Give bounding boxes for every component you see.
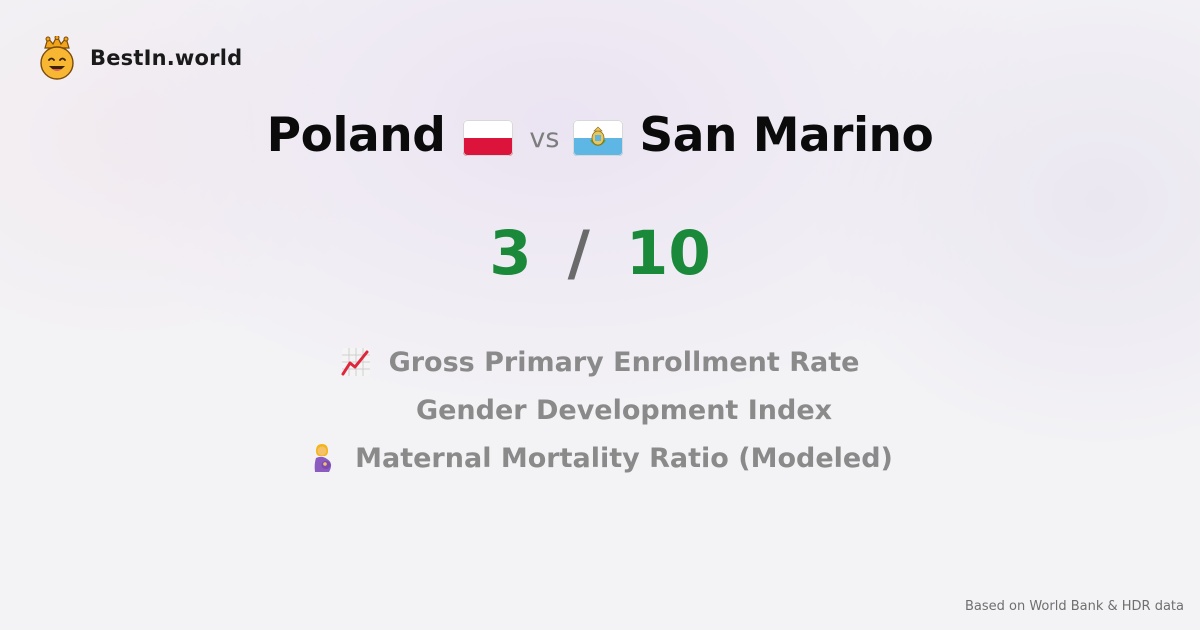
san-marino-flag-icon: [573, 119, 624, 156]
chart-increasing-icon: [341, 348, 370, 376]
list-item[interactable]: Maternal Mortality Ratio (Modeled): [0, 434, 1200, 482]
score-separator: /: [567, 218, 590, 289]
metric-label: Maternal Mortality Ratio (Modeled): [355, 442, 893, 474]
brand-name: BestIn.world: [90, 46, 243, 70]
brand-logo[interactable]: BestIn.world: [38, 36, 242, 80]
country-b-name: San Marino: [639, 108, 934, 163]
data-source-note: Based on World Bank & HDR data: [964, 599, 1184, 614]
country-a-name: Poland: [266, 108, 446, 163]
comparison-title: Poland vs San Marino: [0, 108, 1200, 163]
pregnant-woman-icon: [314, 444, 332, 472]
metrics-list: Gross Primary Enrollment Rate Gender Dev…: [0, 338, 1200, 482]
crowned-smiley-icon: [40, 36, 74, 80]
poland-flag-icon: [463, 119, 514, 156]
score-row: 3 / 10: [0, 218, 1200, 289]
metric-label: Gender Development Index: [415, 394, 833, 426]
list-item[interactable]: Gross Primary Enrollment Rate: [0, 338, 1200, 386]
country-b-score: 10: [625, 218, 711, 289]
list-item[interactable]: Gender Development Index: [0, 386, 1200, 434]
metric-icon-placeholder: [368, 395, 398, 425]
vs-label: vs: [529, 123, 560, 154]
metric-label: Gross Primary Enrollment Rate: [388, 346, 860, 378]
country-a-score: 3: [489, 218, 532, 289]
